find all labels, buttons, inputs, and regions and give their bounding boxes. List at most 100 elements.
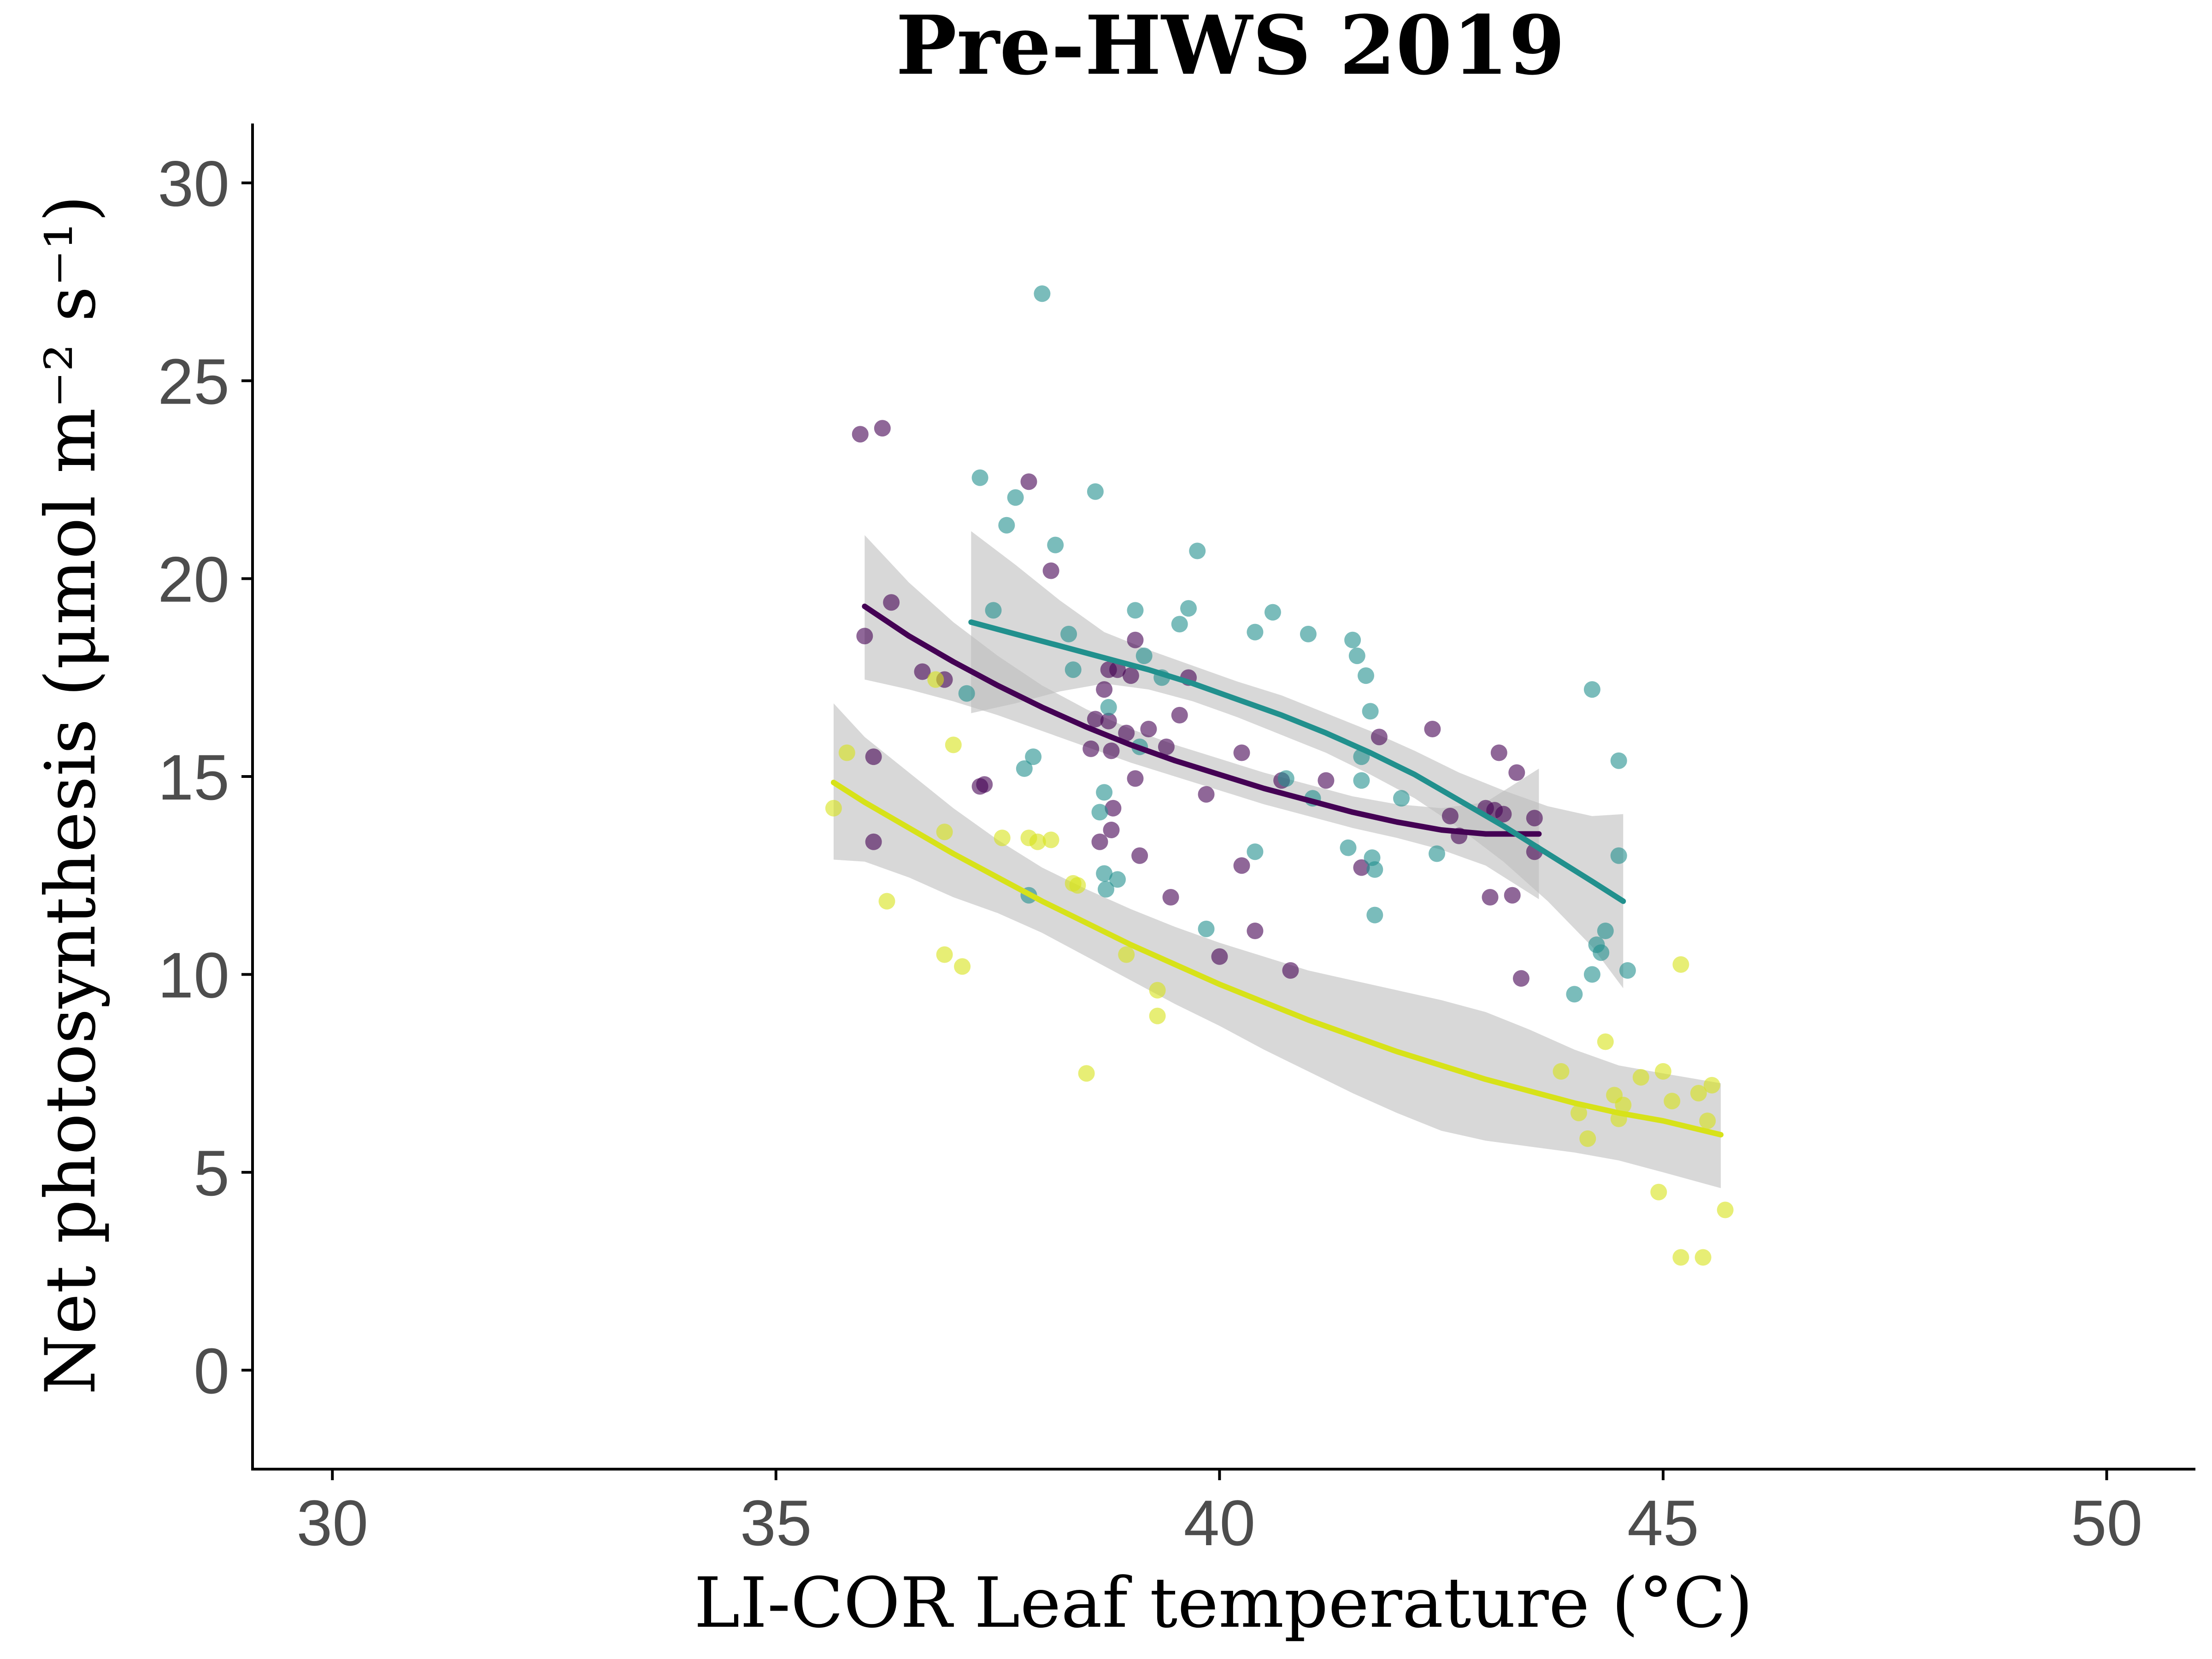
data-point-teal [1135,647,1153,665]
data-point-yellow [954,958,971,975]
confidence-band-yellow [833,703,1721,1188]
y-tick-label: 25 [158,345,229,418]
data-point-yellow [1654,1063,1671,1080]
data-point-teal [1025,748,1042,765]
data-point-teal [998,517,1015,534]
data-point-purple [1118,724,1135,741]
data-point-teal [1127,602,1144,619]
data-point-purple [1158,738,1175,755]
data-point-teal [1247,843,1264,860]
data-point-purple [1282,962,1299,979]
data-point-purple [1233,857,1250,874]
data-point-teal [1060,625,1077,642]
fit-line-purple [862,603,1542,837]
data-point-purple [1495,806,1512,823]
data-point-purple [1526,810,1543,827]
data-point-yellow [838,744,855,761]
data-point-purple [1508,764,1525,781]
data-point-yellow [994,830,1011,847]
data-point-purple [1198,786,1215,803]
data-point-purple [1096,681,1113,698]
data-point-teal [1189,542,1206,559]
data-point-teal [1096,784,1113,801]
data-point-yellow [936,946,953,963]
data-point-teal [1610,752,1627,769]
data-point-purple [1504,887,1521,904]
data-point-yellow [1615,1096,1632,1113]
data-point-teal [1047,536,1064,553]
data-point-teal [1247,624,1264,641]
data-point-purple [1122,667,1139,684]
data-point-teal [1180,600,1197,617]
data-point-purple [1091,833,1108,850]
data-point-purple [865,833,882,850]
data-point-yellow [1149,982,1166,999]
data-point-purple [1353,859,1370,876]
data-point-teal [1007,489,1024,506]
data-point-yellow [825,800,842,817]
data-point-purple [852,426,869,443]
data-point-teal [1610,847,1627,864]
data-point-yellow [1650,1183,1667,1200]
y-axis-title: Net photosynthesis (μmol m⁻² s⁻¹) [31,195,111,1394]
data-point-purple [1042,562,1059,579]
data-point-yellow [1632,1069,1649,1086]
data-point-teal [1583,966,1600,983]
data-point-teal [1358,667,1374,684]
data-point-yellow [1664,1093,1681,1110]
data-point-yellow [945,736,962,753]
data-point-purple [1247,923,1264,939]
data-point-teal [1366,906,1383,924]
x-axis-ticks: 30 35 40 45 50 [296,1469,2142,1559]
y-tick-label: 0 [194,1335,229,1407]
data-point-purple [1109,661,1126,678]
y-tick-label: 5 [194,1137,229,1209]
data-point-purple [1371,729,1388,746]
data-point-purple [856,628,873,645]
data-point-teal [1277,770,1294,787]
x-tick-label: 40 [1184,1487,1256,1559]
data-point-purple [1087,711,1104,728]
data-point-teal [1264,604,1281,621]
data-point-teal [1198,920,1215,937]
data-point-teal [1016,760,1033,777]
data-point-purple [1512,970,1530,987]
fit-lines [830,603,1724,1138]
x-axis-title: LI-COR Leaf temperature (°C) [694,1563,1753,1643]
data-point-teal [1091,804,1108,821]
data-point-teal [1593,944,1610,961]
data-point-teal [1109,871,1126,888]
data-point-yellow [1571,1105,1587,1122]
data-point-purple [865,748,882,765]
data-point-teal [1583,681,1600,698]
data-point-teal [971,469,988,486]
data-point-purple [1103,822,1120,838]
data-point-teal [1100,699,1117,716]
data-point-teal [958,685,975,702]
data-point-purple [1318,772,1335,789]
data-point-yellow [1579,1130,1596,1147]
data-point-teal [1362,703,1379,720]
data-point-yellow [927,671,944,688]
x-tick-label: 35 [740,1487,812,1559]
data-point-teal [1619,962,1636,979]
data-point-teal [1344,631,1361,648]
data-point-purple [1131,847,1148,864]
data-point-purple [1103,742,1120,759]
data-point-yellow [936,824,953,841]
data-point-purple [1105,800,1122,817]
data-point-purple [1127,631,1144,648]
data-point-purple [1482,889,1499,906]
data-point-purple [1100,712,1117,729]
data-point-purple [1082,740,1100,757]
data-point-yellow [1042,831,1059,848]
data-point-teal [1393,790,1410,807]
data-point-yellow [1717,1201,1734,1218]
data-point-yellow [1690,1085,1707,1102]
data-point-purple [1424,721,1441,737]
data-point-purple [883,594,900,611]
data-point-yellow [1694,1249,1712,1266]
chart-title: Pre-HWS 2019 [896,0,1565,93]
data-point-teal [985,602,1002,619]
data-point-yellow [1118,946,1135,963]
